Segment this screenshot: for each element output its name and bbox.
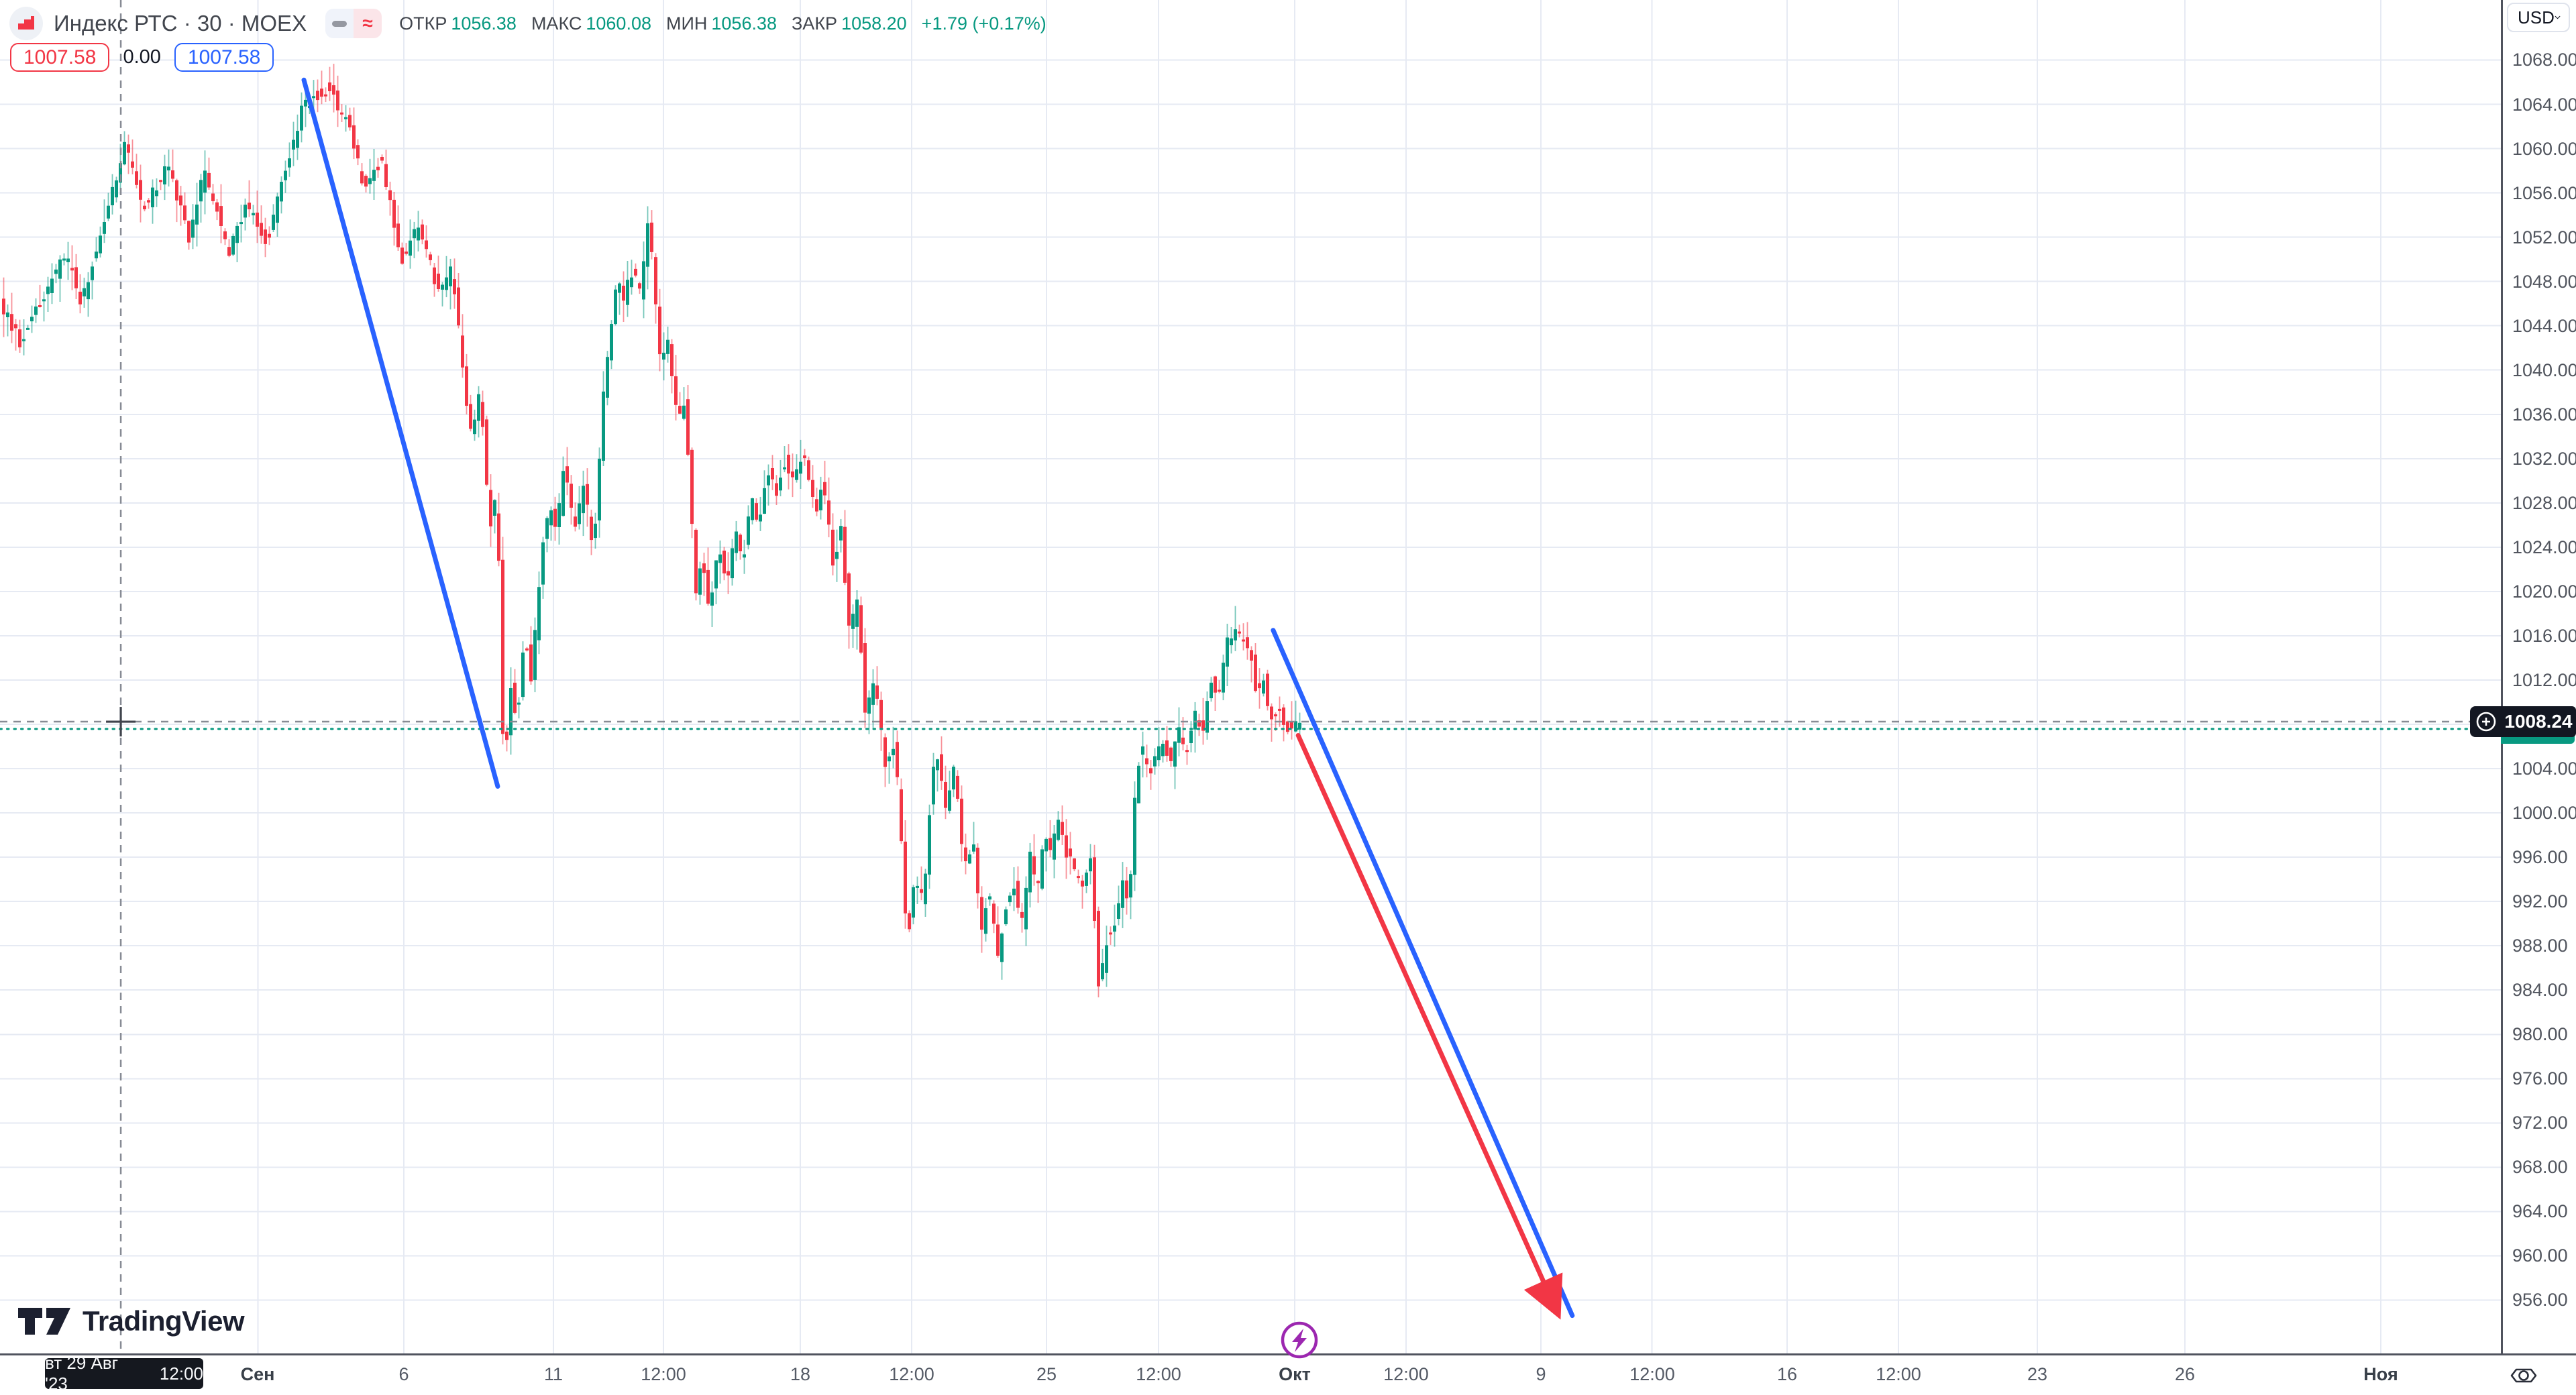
lightning-bolt-icon: [1281, 1321, 1318, 1359]
close-value: 1058.20: [841, 13, 907, 34]
price-tick: 1060.00: [2512, 139, 2576, 159]
price-tick: 1020.00: [2512, 581, 2576, 602]
line-tool-labels: 1007.58 0.00 1007.58: [10, 43, 274, 72]
grid-layer: [0, 0, 2501, 1353]
time-tick: 6: [398, 1364, 409, 1384]
time-tick: 12:00: [1629, 1364, 1675, 1384]
price-tick: 992.00: [2512, 891, 2568, 911]
time-tick: 12:00: [1876, 1364, 1921, 1384]
time-tick: 23: [2027, 1364, 2048, 1384]
chart-status-icons[interactable]: ≈: [325, 9, 382, 38]
high-value: 1060.08: [586, 13, 651, 34]
price-tick: 964.00: [2512, 1201, 2568, 1221]
chevron-down-icon: [2555, 15, 2561, 19]
trendline-2[interactable]: [1271, 628, 1575, 1319]
crosshair-time-text: 12:00: [159, 1363, 203, 1384]
ohlc-row: ОТКР 1056.38 МАКС 1060.08 МИН 1056.38 ЗАКР 1…: [399, 13, 1046, 34]
time-tick: 11: [543, 1364, 564, 1384]
time-scale[interactable]: вт 29 Авг '23 12:00 Сен 6 11 12:00 18 12:00 25…: [0, 1353, 2576, 1395]
tradingview-logo-text: TradingView: [83, 1305, 245, 1337]
price-tick: 984.00: [2512, 980, 2568, 1000]
price-tick: 1012.00: [2512, 670, 2576, 690]
price-tick: 1028.00: [2512, 493, 2576, 513]
price-tick: 988.00: [2512, 936, 2568, 956]
open-label: ОТКР: [399, 13, 447, 34]
price-tick: 1064.00: [2512, 95, 2576, 115]
price-tick: 1004.00: [2512, 759, 2576, 779]
price-tick: 1024.00: [2512, 537, 2576, 557]
timescale-settings-button[interactable]: [2509, 1361, 2538, 1394]
trend-arrow[interactable]: [1295, 733, 1563, 1320]
low-label: МИН: [665, 13, 708, 34]
symbol-title[interactable]: Индекс РТС · 30 · MOEX: [54, 11, 307, 36]
time-tick: 16: [1776, 1364, 1798, 1384]
time-tick: 9: [1536, 1364, 1546, 1384]
time-tick: 12:00: [641, 1364, 686, 1384]
price-tick: 980.00: [2512, 1024, 2568, 1044]
chart-plot-area[interactable]: [0, 0, 2501, 1353]
red-line-price-label[interactable]: 1007.58: [10, 43, 110, 72]
price-tick: 976.00: [2512, 1068, 2568, 1089]
time-tick: 12:00: [889, 1364, 934, 1384]
time-tick: 18: [790, 1364, 811, 1384]
open-value: 1056.38: [451, 13, 517, 34]
time-tick: 25: [1036, 1364, 1057, 1384]
time-tick: Окт: [1279, 1364, 1311, 1384]
price-tick: 1044.00: [2512, 316, 2576, 336]
symbol-header: Индекс РТС · 30 · MOEX ≈ ОТКР 1056.38 МАК…: [9, 7, 1046, 40]
time-tick: 26: [2174, 1364, 2196, 1384]
price-tick: 1000.00: [2512, 803, 2576, 823]
change-value: +1.79 (+0.17%): [921, 13, 1046, 34]
price-tick: 960.00: [2512, 1245, 2568, 1266]
price-tick: 1052.00: [2512, 227, 2576, 247]
close-label: ЗАКР: [792, 13, 838, 34]
price-tick: 972.00: [2512, 1113, 2568, 1133]
time-tick: 12:00: [1383, 1364, 1429, 1384]
crosshair: [0, 0, 2501, 1353]
candles-layer: [2, 64, 1301, 998]
price-scale[interactable]: 956.00 960.00 964.00 968.00 972.00 976.00 980.…: [2501, 0, 2576, 1395]
currency-label: USD: [2518, 7, 2555, 27]
session-lightning-marker[interactable]: [1279, 1319, 1320, 1364]
notifications-dash-icon[interactable]: [325, 9, 354, 38]
trendline-1[interactable]: [301, 77, 500, 789]
time-tick: Ноя: [2363, 1364, 2398, 1384]
time-tick: Сен: [240, 1364, 275, 1384]
price-tick: 1056.00: [2512, 183, 2576, 203]
tradingview-logo[interactable]: TradingView: [17, 1304, 245, 1339]
gear-icon: [2510, 1368, 2537, 1383]
price-tick: 1068.00: [2512, 50, 2576, 70]
price-diff-label: 0.00: [123, 46, 161, 68]
crosshair-price-label: 1008.24: [2501, 706, 2576, 737]
currency-selector-button[interactable]: USD: [2507, 3, 2570, 32]
tradingview-logo-mark: [18, 1308, 70, 1335]
time-tick: 12:00: [1136, 1364, 1181, 1384]
symbol-logo-icon: [9, 7, 43, 40]
add-alert-plus-button[interactable]: [2470, 706, 2502, 737]
price-tick: 1016.00: [2512, 626, 2576, 646]
price-tick: 968.00: [2512, 1157, 2568, 1177]
high-label: МАКС: [531, 13, 582, 34]
crosshair-time-label: вт 29 Авг '23 12:00: [45, 1353, 203, 1394]
blue-line-price-label[interactable]: 1007.58: [174, 43, 274, 72]
price-tick: 1048.00: [2512, 272, 2576, 292]
price-tick: 1032.00: [2512, 449, 2576, 469]
crosshair-date-text: вт 29 Авг '23: [45, 1353, 119, 1394]
price-tick: 1040.00: [2512, 360, 2576, 380]
delayed-data-icon[interactable]: ≈: [354, 9, 382, 38]
plus-circle-icon: [2476, 712, 2496, 732]
price-tick: 956.00: [2512, 1290, 2568, 1310]
price-tick: 996.00: [2512, 847, 2568, 867]
low-value: 1056.38: [711, 13, 777, 34]
price-tick: 1036.00: [2512, 404, 2576, 425]
